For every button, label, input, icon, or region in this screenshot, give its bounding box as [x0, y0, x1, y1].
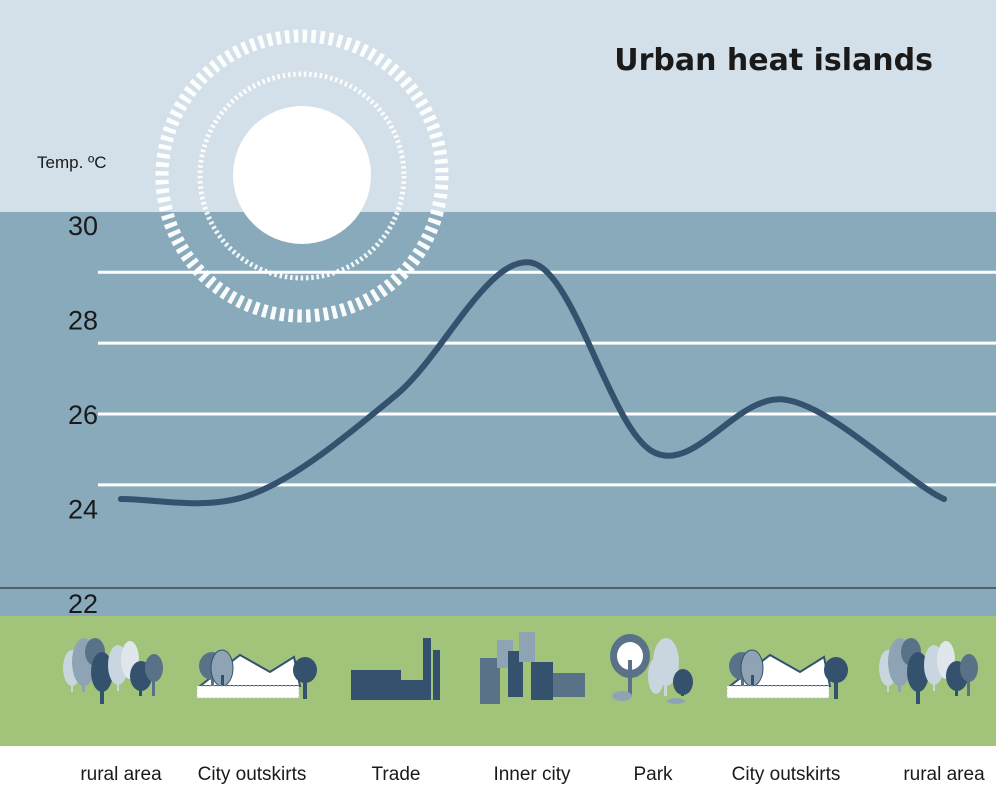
data-point	[941, 496, 947, 503]
y-tick-label: 22	[68, 589, 98, 619]
y-tick-label: 26	[68, 400, 98, 430]
data-point	[783, 396, 789, 403]
y-tick-label: 28	[68, 306, 98, 336]
city-buildings-icon	[480, 632, 585, 704]
x-tick-label: Park	[633, 764, 673, 785]
x-tick-label: City outskirts	[732, 764, 841, 785]
sun-icon	[155, 29, 449, 323]
data-points	[118, 259, 947, 503]
forest-icon	[879, 638, 978, 704]
chart-title: Urban heat islands	[614, 43, 933, 78]
y-axis-label: Temp. ºC	[37, 153, 107, 172]
factory-icon	[351, 638, 440, 700]
data-point	[249, 491, 255, 498]
sky-background	[0, 0, 996, 212]
x-tick-label: rural area	[80, 764, 162, 785]
x-tick-label: Inner city	[493, 764, 571, 785]
gridlines	[98, 270, 996, 487]
data-point	[393, 392, 399, 399]
y-tick-label: 30	[68, 211, 98, 241]
x-tick-label: rural area	[903, 764, 985, 785]
forest-icon	[63, 638, 163, 704]
houses-icon	[726, 649, 848, 699]
data-point	[529, 259, 535, 266]
y-ticks: 30 28 26 24 22	[68, 211, 98, 619]
houses-icon	[196, 649, 317, 699]
x-tick-label: City outskirts	[198, 764, 307, 785]
x-tick-label: Trade	[372, 764, 421, 785]
park-trees-icon	[610, 634, 693, 704]
x-tick-labels: rural area City outskirts Trade Inner city P…	[80, 764, 985, 785]
data-point	[118, 496, 124, 503]
y-tick-label: 24	[68, 495, 98, 525]
label-band	[0, 746, 996, 796]
data-point	[650, 448, 656, 455]
